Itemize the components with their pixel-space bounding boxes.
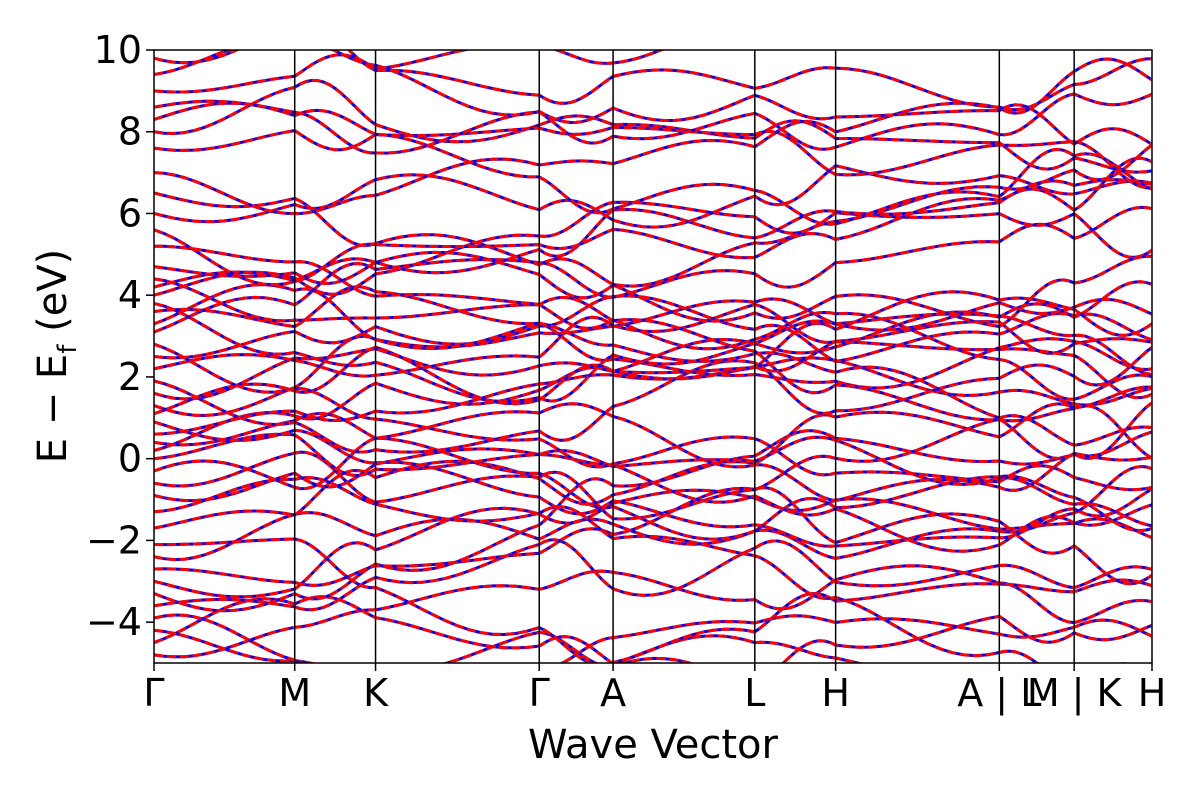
band-line-spin-down bbox=[154, 294, 1152, 364]
y-axis-title-unit: (eV) bbox=[30, 249, 76, 345]
band-line-spin-down bbox=[154, 302, 1152, 400]
y-axis-title-subscript: f bbox=[53, 344, 83, 354]
band-line-spin-down bbox=[154, 101, 1152, 190]
band-line-spin-down bbox=[154, 564, 1152, 659]
band-line-spin-down bbox=[154, 614, 1152, 663]
band-line-spin-down bbox=[154, 250, 1152, 329]
x-tick-label: H bbox=[821, 671, 850, 715]
y-tick-label: −2 bbox=[86, 518, 142, 562]
x-axis-ticks: Γ M K Γ A L H A | LM | K H bbox=[143, 663, 1166, 716]
y-tick-label: 2 bbox=[118, 355, 142, 399]
band-line-spin-down bbox=[154, 92, 1152, 155]
band-line-spin-down bbox=[154, 538, 1152, 612]
band-line-spin-down bbox=[154, 50, 1152, 112]
x-axis-title: Wave Vector bbox=[528, 722, 779, 768]
band-line-spin-down bbox=[154, 285, 1152, 447]
x-tick-label: H bbox=[1138, 671, 1167, 715]
band-line-spin-down bbox=[154, 143, 1152, 288]
band-line-spin-down bbox=[154, 435, 1152, 528]
band-line-spin-down bbox=[154, 50, 1152, 146]
x-tick-label: Γ bbox=[529, 671, 550, 715]
band-line-spin-down bbox=[154, 595, 1131, 663]
band-line-spin-down bbox=[154, 244, 1152, 401]
y-tick-label: 8 bbox=[118, 110, 142, 154]
band-line-spin-down bbox=[154, 290, 1152, 401]
y-axis-title-main: E − E bbox=[30, 354, 76, 464]
y-tick-label: 6 bbox=[118, 191, 142, 235]
band-line-spin-down bbox=[154, 156, 1152, 285]
band-line-spin-down bbox=[154, 385, 1152, 530]
band-line-spin-up bbox=[154, 297, 1152, 404]
band-line-spin-down bbox=[154, 342, 1152, 492]
band-line-spin-down bbox=[154, 57, 1152, 216]
band-line-spin-down bbox=[154, 402, 1152, 503]
y-tick-label: 4 bbox=[118, 273, 142, 317]
x-tick-label: M bbox=[278, 671, 311, 715]
band-line-spin-down bbox=[154, 283, 1152, 390]
band-line-spin-down bbox=[154, 164, 1152, 229]
plot-frame bbox=[153, 49, 1153, 664]
high-symmetry-lines bbox=[293, 50, 1075, 663]
band-lines bbox=[154, 50, 1152, 663]
band-line-spin-down bbox=[154, 401, 1152, 521]
band-line-spin-down bbox=[154, 129, 1152, 226]
y-axis-title: E − Ef (eV) bbox=[30, 249, 83, 464]
band-line-spin-down bbox=[154, 474, 1152, 562]
band-line-spin-down bbox=[154, 486, 1152, 587]
band-line-spin-down bbox=[154, 420, 1152, 548]
y-tick-label: 10 bbox=[94, 28, 142, 72]
band-line-spin-down bbox=[154, 436, 1152, 560]
band-line-spin-down bbox=[154, 205, 1152, 334]
x-tick-label: A | L bbox=[957, 671, 1041, 716]
band-line-spin-down bbox=[154, 537, 1152, 663]
y-tick-label: 0 bbox=[118, 437, 142, 481]
x-tick-label: Γ bbox=[143, 671, 164, 715]
y-axis-ticks: −4 −2 0 2 4 6 8 10 bbox=[86, 28, 154, 644]
x-tick-label: A bbox=[600, 671, 626, 715]
band-line-spin-down bbox=[154, 200, 1152, 297]
band-line-spin-down bbox=[154, 613, 1152, 663]
band-line-spin-down bbox=[154, 429, 1152, 613]
x-tick-label: M | K bbox=[1027, 671, 1123, 716]
x-tick-label: K bbox=[363, 671, 389, 715]
y-tick-label: −4 bbox=[86, 600, 142, 644]
band-line-spin-down bbox=[154, 432, 1152, 553]
band-line-spin-down bbox=[154, 277, 1152, 460]
band-line-spin-down bbox=[154, 50, 665, 94]
x-tick-label: L bbox=[744, 671, 765, 715]
band-line-spin-down bbox=[154, 346, 1152, 454]
